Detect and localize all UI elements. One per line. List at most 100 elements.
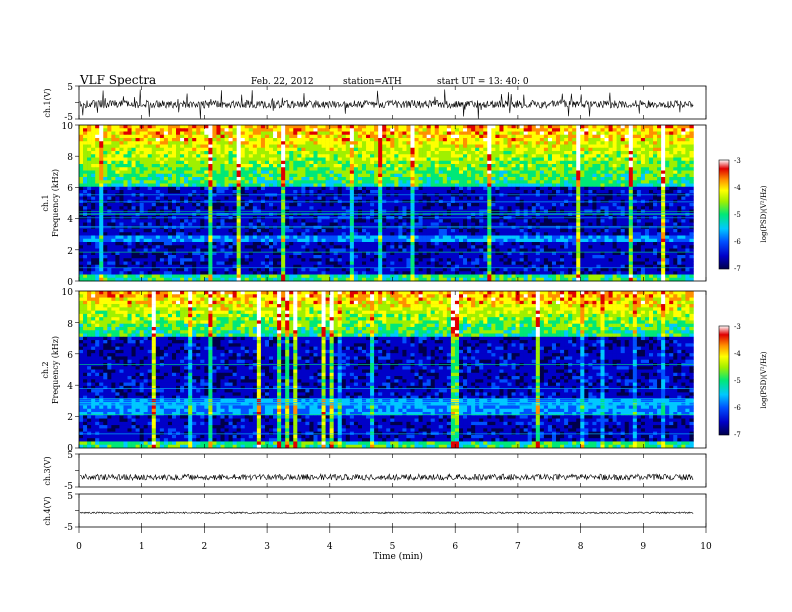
spectrogram-cell bbox=[673, 151, 678, 155]
spectrogram-cell bbox=[556, 177, 561, 181]
spectrogram-cell bbox=[600, 128, 605, 132]
spectrogram-cell bbox=[273, 173, 278, 178]
spectrogram-cell bbox=[273, 219, 278, 223]
spectrogram-cell bbox=[357, 167, 363, 171]
spectrogram-cell bbox=[200, 151, 205, 155]
spectrogram-cell bbox=[398, 167, 403, 171]
spectrogram-cell bbox=[580, 138, 585, 142]
spectrogram-cell bbox=[184, 206, 189, 210]
spectrogram-cell bbox=[632, 157, 638, 162]
spectrogram-cell bbox=[402, 128, 407, 132]
spectrogram-cell bbox=[600, 147, 605, 152]
spectrogram-cell bbox=[608, 157, 613, 162]
spectrogram-cell bbox=[277, 128, 282, 132]
spectrogram-cell bbox=[471, 186, 476, 191]
spectrogram-cell bbox=[592, 222, 597, 227]
spectrogram-cell bbox=[515, 222, 520, 227]
spectrogram-cell bbox=[329, 128, 334, 132]
spectrogram-cell bbox=[273, 151, 278, 155]
spectrogram-cell bbox=[228, 199, 233, 204]
spectrogram-cell bbox=[604, 177, 609, 181]
spectrogram-cell bbox=[665, 190, 670, 194]
spectrogram-cell bbox=[224, 141, 229, 145]
spectrogram-cell bbox=[604, 125, 609, 129]
spectrogram-cell bbox=[568, 170, 573, 175]
spectrogram-cell bbox=[612, 173, 617, 178]
spectrogram-cell bbox=[252, 164, 258, 168]
spectrogram-cell bbox=[345, 160, 351, 165]
spectrogram-cell bbox=[212, 134, 217, 139]
spectrogram-cell bbox=[576, 196, 581, 201]
spectrogram-cell bbox=[503, 160, 508, 165]
spectrogram-cell bbox=[568, 164, 573, 168]
spectrogram-cell bbox=[584, 196, 589, 201]
spectrogram-cell bbox=[297, 196, 302, 201]
spectrogram-cell bbox=[616, 144, 621, 149]
spectrogram-cell bbox=[685, 222, 690, 227]
spectrogram-cell bbox=[103, 173, 108, 178]
spectrogram-cell bbox=[515, 186, 520, 191]
spectrogram-cell bbox=[244, 180, 250, 184]
spectrogram-cell bbox=[204, 157, 209, 162]
spectrogram-cell bbox=[349, 154, 355, 158]
spectrogram-cell bbox=[604, 164, 609, 168]
spectrogram-cell bbox=[180, 164, 185, 168]
spectrogram-cell bbox=[556, 196, 561, 201]
spectrogram-cell bbox=[507, 134, 512, 139]
spectrogram-cell bbox=[556, 164, 561, 168]
spectrogram-cell bbox=[483, 206, 488, 210]
spectrogram-cell bbox=[293, 186, 298, 191]
spectrogram-cell bbox=[467, 134, 472, 139]
spectrogram-cell bbox=[580, 190, 585, 194]
spectrogram-cell bbox=[467, 164, 472, 168]
spectrogram-cell bbox=[685, 167, 690, 171]
spectrogram-cell bbox=[523, 147, 529, 152]
spectrogram-cell bbox=[519, 157, 524, 162]
spectrogram-cell bbox=[475, 190, 480, 194]
spectrogram-cell bbox=[685, 196, 690, 201]
spectrogram-cell bbox=[386, 131, 391, 136]
spectrogram-cell bbox=[131, 138, 136, 142]
spectrogram-cell bbox=[523, 167, 529, 171]
spectrogram-cell bbox=[99, 167, 104, 171]
spectrogram-cell bbox=[329, 186, 334, 191]
spectrogram-cell bbox=[600, 154, 605, 158]
spectrogram-cell bbox=[450, 222, 456, 227]
spectrogram-cell bbox=[673, 154, 678, 158]
spectrogram-cell bbox=[648, 196, 654, 201]
spectrogram-cell bbox=[313, 183, 318, 188]
spectrogram-cell bbox=[475, 177, 480, 181]
spectrogram-cell bbox=[418, 196, 423, 201]
spectrogram-cell bbox=[107, 203, 112, 207]
spectrogram-cell bbox=[523, 157, 529, 162]
spectrogram-cell bbox=[426, 170, 431, 175]
spectrogram-cell bbox=[620, 180, 626, 184]
spectrogram-cell bbox=[317, 180, 322, 184]
spectrogram-cell bbox=[390, 141, 395, 145]
spectrogram-cell bbox=[103, 190, 108, 194]
spectrogram-cell bbox=[180, 157, 185, 162]
spectrogram-cell bbox=[382, 190, 387, 194]
spectrogram-cell bbox=[361, 138, 367, 142]
spectrogram-cell bbox=[483, 183, 488, 188]
spectrogram-cell bbox=[414, 186, 419, 191]
spectrogram-cell bbox=[87, 138, 92, 142]
spectrogram-cell bbox=[285, 128, 290, 132]
spectrogram-cell bbox=[648, 180, 654, 184]
spectrogram-cell bbox=[127, 196, 132, 201]
spectrogram-cell bbox=[317, 144, 322, 149]
spectrogram-cell bbox=[244, 196, 250, 201]
spectrogram-cell bbox=[539, 160, 545, 165]
spectrogram-cell bbox=[604, 141, 609, 145]
spectrogram-cell bbox=[556, 167, 561, 171]
spectrogram-cell bbox=[620, 131, 626, 136]
spectrogram-cell bbox=[155, 190, 161, 194]
spectrogram-cell bbox=[564, 154, 569, 158]
spectrogram-cell bbox=[135, 199, 140, 204]
spectrogram-cell bbox=[612, 180, 617, 184]
spectrogram-cell bbox=[495, 167, 500, 171]
spectrogram-cell bbox=[224, 125, 229, 129]
spectrogram-cell bbox=[580, 196, 585, 201]
spectrogram-cell bbox=[503, 206, 508, 210]
spectrogram-cell bbox=[653, 134, 658, 139]
